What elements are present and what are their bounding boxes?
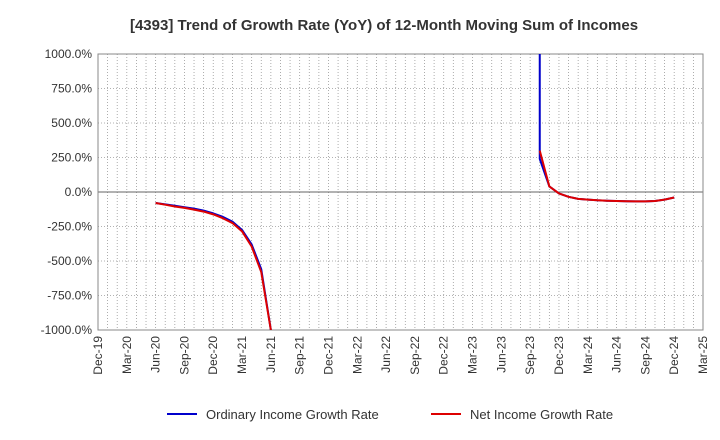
y-tick-label: 750.0% [51, 82, 92, 96]
x-tick-label: Dec-23 [552, 336, 566, 375]
x-tick-label: Dec-21 [321, 336, 335, 375]
x-tick-label: Mar-25 [696, 336, 710, 374]
x-tick-label: Dec-24 [667, 336, 681, 375]
series-line-ordinary-income-2 [538, 54, 675, 203]
series-line-net-income-2 [538, 150, 675, 203]
legend-ordinary-income-label: Ordinary Income Growth Rate [206, 407, 379, 422]
x-tick-label: Sep-24 [638, 336, 652, 375]
x-tick-label: Jun-21 [264, 336, 278, 373]
series-line-net-income-1 [155, 202, 272, 330]
x-tick-label: Mar-24 [581, 336, 595, 374]
y-tick-label: -750.0% [47, 289, 92, 303]
series-layer [155, 54, 675, 330]
x-tick-label: Mar-22 [350, 336, 364, 374]
x-tick-label: Jun-20 [149, 336, 163, 373]
y-tick-labels: 1000.0% 750.0% 500.0% 250.0% 0.0% -250.0% -500… [41, 47, 93, 337]
x-tick-label: Dec-19 [91, 336, 105, 375]
y-tick-label: -250.0% [47, 220, 92, 234]
chart-title: [4393] Trend of Growth Rate (YoY) of 12-… [130, 17, 638, 34]
plot-frame [97, 53, 704, 331]
x-tick-label: Mar-23 [466, 336, 480, 374]
x-tick-labels: Dec-19 Mar-20 Jun-20 Sep-20 Dec-20 Mar-21 Jun-… [91, 336, 710, 375]
legend: Ordinary Income Growth Rate Net Income Gr… [167, 407, 613, 422]
x-tick-label: Sep-21 [293, 336, 307, 375]
x-tick-label: Jun-23 [494, 336, 508, 373]
x-tick-label: Jun-22 [379, 336, 393, 373]
x-tick-label: Jun-24 [610, 336, 624, 373]
x-tick-label: Dec-20 [206, 336, 220, 375]
x-tick-label: Sep-22 [408, 336, 422, 375]
y-tick-label: 0.0% [65, 185, 93, 199]
y-tick-label: 250.0% [51, 151, 92, 165]
y-tick-label: 500.0% [51, 116, 92, 130]
x-tick-label: Sep-20 [177, 336, 191, 375]
y-tick-label: -1000.0% [41, 323, 93, 337]
x-tick-label: Mar-20 [120, 336, 134, 374]
legend-net-income-label: Net Income Growth Rate [470, 407, 613, 422]
x-tick-label: Dec-22 [437, 336, 451, 375]
grid [97, 53, 704, 331]
x-tick-label: Mar-21 [235, 336, 249, 374]
y-tick-label: 1000.0% [45, 47, 93, 61]
x-tick-label: Sep-23 [523, 336, 537, 375]
y-tick-label: -500.0% [47, 254, 92, 268]
series-net-income [155, 150, 675, 330]
axes [97, 53, 704, 331]
